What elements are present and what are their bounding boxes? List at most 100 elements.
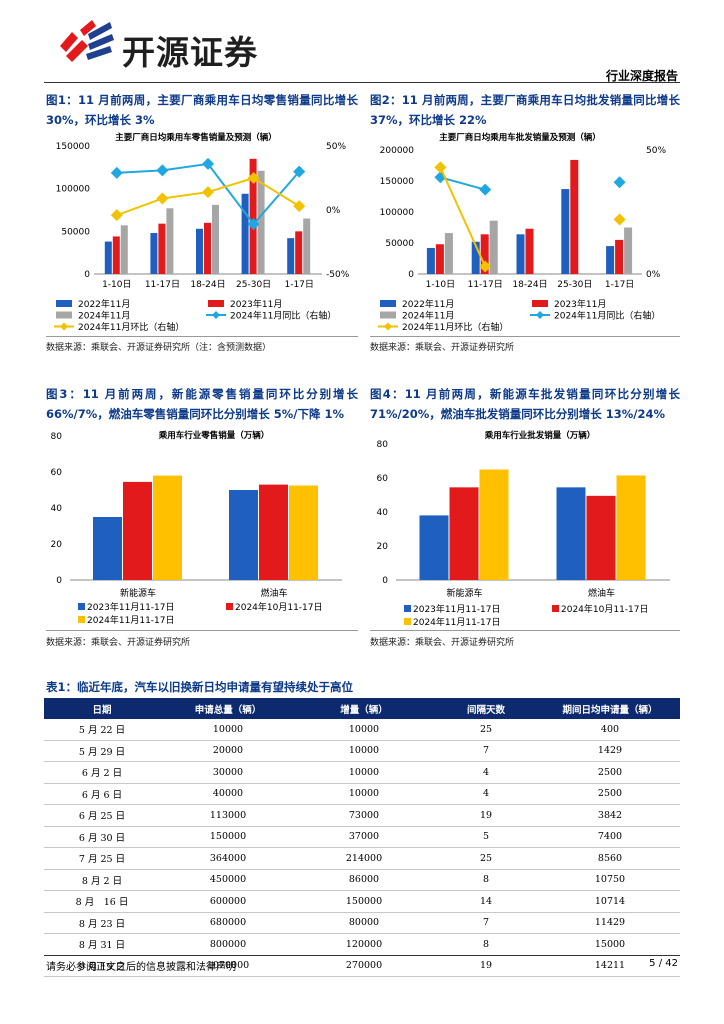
- legend-label: 2022年11月: [78, 298, 130, 310]
- table-cell: 80000: [296, 912, 432, 934]
- figure-2-chart: 主要厂商日均乘用车批发销量及预测（辆） 0 50000 100000 150000 200…: [378, 132, 666, 333]
- table-row: 6 月 30 日 150000 37000 5 7400: [44, 826, 680, 848]
- y2-tick-label: 50%: [326, 142, 346, 152]
- column-header: 申请总量（辆）: [160, 698, 296, 719]
- bar: [204, 222, 211, 274]
- legend-label: 2023年11月: [230, 298, 282, 310]
- table-cell: 10714: [540, 890, 680, 913]
- line-point: [479, 183, 492, 196]
- legend-swatch: [78, 616, 85, 623]
- bar: [257, 170, 265, 274]
- table-cell: 86000: [296, 869, 432, 891]
- legend-swatch-marker: [60, 322, 68, 331]
- legend-swatch: [226, 603, 233, 610]
- table-cell: 30000: [160, 761, 296, 784]
- figure-1-title: 图1：11 月前两周，主要厂商乘用车日均零售销量同比增长 30%，环比增长 3%: [46, 93, 358, 127]
- table-cell: 400: [540, 719, 680, 741]
- bar: [525, 228, 534, 274]
- line-point: [479, 260, 492, 273]
- legend-label: 2024年11月同比（右轴）: [230, 310, 336, 322]
- x-tick-label: 新能源车: [446, 587, 482, 599]
- bar: [556, 487, 586, 580]
- bar: [516, 234, 525, 274]
- bar: [166, 208, 174, 274]
- legend-swatch: [552, 605, 559, 612]
- bar: [123, 481, 152, 580]
- figure-2-source: 数据来源：乘联会、开源证券研究所: [370, 343, 515, 353]
- legend-label: 2024年11月: [78, 310, 130, 322]
- y-tick-label: 150000: [380, 177, 415, 187]
- y-tick-label: 50000: [385, 239, 414, 249]
- y2-tick-label: 0%: [646, 270, 661, 280]
- legend-label: 2024年10月11-17日: [235, 601, 323, 613]
- figure-4-title: 图4：11 月前两周，新能源车批发销量同环比分别增长 71%/20%，燃油车批发…: [370, 387, 680, 421]
- line-point: [613, 176, 626, 189]
- line-point: [247, 218, 260, 231]
- figure-3-chart: 乘用车行业零售销量（万辆） 0 20 40 60 80 新能源车 燃油车 2023年11月11-…: [51, 430, 342, 626]
- figure-3-frame: 乘用车行业零售销量（万辆） 0 20 40 60 80 新能源车 燃油车 2023年11月11-…: [46, 424, 358, 631]
- table-cell: 6 月 30 日: [44, 826, 160, 848]
- legend-swatch: [404, 618, 411, 625]
- bar: [120, 225, 128, 274]
- y-tick-label: 0: [382, 576, 388, 586]
- bar: [295, 231, 303, 274]
- table-cell: 10000: [160, 719, 296, 741]
- x-tick-label: 18-24日: [190, 279, 225, 290]
- series-line: [440, 176, 486, 191]
- legend-swatch: [56, 300, 72, 307]
- bar: [444, 233, 453, 274]
- legend-label: 2023年11月11-17日: [413, 603, 501, 615]
- x-tick-label: 1-17日: [605, 279, 634, 290]
- bar: [471, 241, 480, 274]
- bar: [419, 515, 449, 580]
- table-row: 5 月 29 日 20000 10000 7 1429: [44, 740, 680, 762]
- legend-label: 2024年11月同比（右轴）: [554, 310, 660, 322]
- table-cell: 40000: [160, 783, 296, 805]
- x-tick-label: 11-17日: [145, 279, 180, 290]
- company-logo: 开源证券: [58, 18, 278, 72]
- line-point: [110, 166, 123, 179]
- bar: [249, 158, 257, 274]
- line-point: [247, 172, 260, 184]
- series-line: [439, 166, 487, 267]
- bar: [287, 238, 295, 274]
- y-tick-label: 50000: [61, 227, 90, 237]
- table-cell: 37000: [296, 826, 432, 848]
- y-tick-label: 40: [51, 504, 63, 514]
- page-number: 5 / 42: [649, 958, 678, 969]
- y-tick-label: 0: [56, 576, 62, 586]
- table-cell: 19: [432, 955, 540, 977]
- table-cell: 14211: [540, 955, 680, 977]
- x-tick-label: 11-17日: [468, 279, 503, 290]
- figure-2-frame: 主要厂商日均乘用车批发销量及预测（辆） 0 50000 100000 150000 200…: [370, 128, 680, 337]
- bar: [479, 469, 509, 580]
- x-tick-label: 18-24日: [512, 279, 547, 290]
- table-cell: 270000: [296, 955, 432, 977]
- table-cell: 8 月 31 日: [44, 933, 160, 956]
- table-cell: 20000: [160, 740, 296, 762]
- legend-label: 2023年11月: [554, 298, 606, 310]
- legend-swatch: [404, 605, 411, 612]
- table-cell: 5: [432, 826, 540, 848]
- table-cell: 10000: [296, 719, 432, 741]
- x-tick-label: 燃油车: [588, 587, 615, 599]
- column-header: 间隔天数: [432, 698, 540, 719]
- legend-swatch-marker: [212, 311, 220, 319]
- table-cell: 9 月 19 日: [44, 955, 160, 977]
- table-cell: 19: [432, 804, 540, 827]
- footer-rule: [44, 955, 680, 956]
- bar: [561, 189, 570, 274]
- y2-tick-label: 50%: [646, 146, 666, 156]
- table-cell: 3842: [540, 804, 680, 827]
- table-cell: 10000: [296, 783, 432, 805]
- table-cell: 7: [432, 740, 540, 762]
- logo-mark-icon: [60, 20, 114, 62]
- table-row: 8 月 2 日 450000 86000 8 10750: [44, 869, 680, 891]
- figure-1-source: 数据来源：乘联会、开源证券研究所（注：含预测数据）: [46, 343, 272, 353]
- legend-label: 2024年11月环比（右轴）: [78, 321, 184, 333]
- line-point: [202, 186, 214, 199]
- column-header: 期间日均申请量（辆）: [540, 698, 680, 719]
- table-cell: 73000: [296, 804, 432, 827]
- figure-3-title: 图3：11 月前两周，新能源零售销量同环比分别增长 66%/7%，燃油车零售销量…: [46, 387, 358, 421]
- table-cell: 6 月 6 日: [44, 783, 160, 805]
